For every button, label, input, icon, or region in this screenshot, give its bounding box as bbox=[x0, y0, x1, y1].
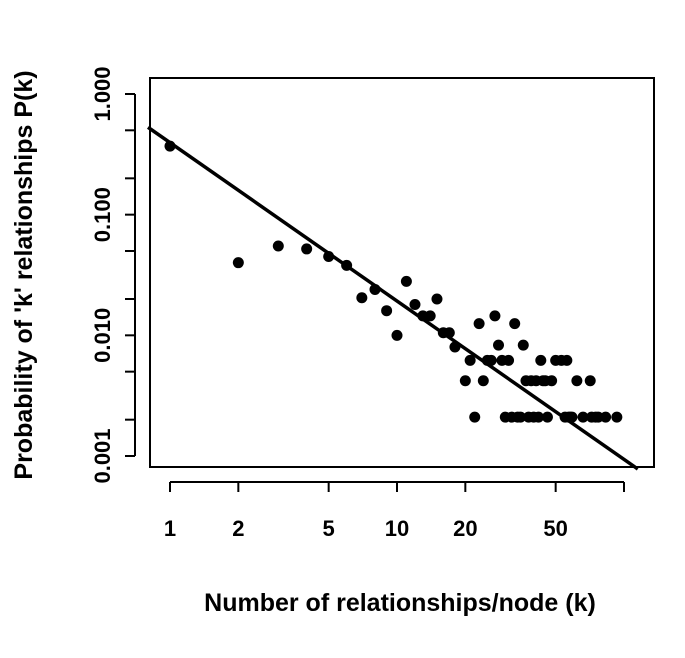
y-tick-label: 0.100 bbox=[90, 187, 115, 242]
y-ticks: 0.001 0.010 0.100 1.000 bbox=[90, 66, 135, 484]
data-point bbox=[546, 375, 558, 387]
x-tick-label: 2 bbox=[232, 516, 244, 541]
x-tick-label: 50 bbox=[543, 516, 567, 541]
data-point bbox=[561, 354, 573, 366]
data-point bbox=[477, 375, 489, 387]
data-point bbox=[566, 411, 578, 423]
data-point bbox=[164, 140, 176, 152]
data-point bbox=[515, 411, 527, 423]
data-point bbox=[272, 240, 284, 252]
data-point bbox=[400, 275, 412, 287]
data-point bbox=[459, 375, 471, 387]
y-tick-label: 0.001 bbox=[90, 428, 115, 483]
data-point bbox=[464, 354, 476, 366]
data-point bbox=[493, 339, 505, 351]
data-point bbox=[473, 318, 485, 330]
fit-line bbox=[147, 125, 639, 471]
data-point bbox=[369, 283, 381, 295]
data-point bbox=[301, 243, 313, 255]
data-point bbox=[509, 318, 521, 330]
data-point bbox=[431, 293, 443, 305]
data-point bbox=[577, 411, 589, 423]
data-point bbox=[443, 327, 455, 339]
x-tick-label: 1 bbox=[164, 516, 176, 541]
data-point bbox=[503, 354, 515, 366]
data-point bbox=[584, 375, 596, 387]
x-ticks: 1 2 5 10 20 50 bbox=[164, 482, 625, 541]
y-tick-label: 1.000 bbox=[90, 66, 115, 121]
y-axis-title: Probability of 'k' relationships P(k) bbox=[10, 70, 38, 479]
data-point bbox=[391, 329, 403, 341]
data-point bbox=[409, 299, 421, 311]
data-point bbox=[323, 251, 335, 263]
data-point bbox=[611, 411, 623, 423]
x-tick-label: 10 bbox=[385, 516, 409, 541]
data-point bbox=[600, 411, 612, 423]
data-point bbox=[535, 354, 547, 366]
data-point bbox=[424, 310, 436, 322]
x-axis-title: Number of relationships/node (k) bbox=[204, 589, 596, 617]
data-point bbox=[541, 411, 553, 423]
data-point bbox=[232, 257, 244, 269]
data-point bbox=[532, 411, 544, 423]
data-point bbox=[489, 310, 501, 322]
y-tick-label: 0.010 bbox=[90, 308, 115, 363]
data-point bbox=[356, 292, 368, 304]
data-point bbox=[517, 339, 529, 351]
data-point bbox=[469, 411, 481, 423]
points-layer bbox=[164, 140, 623, 423]
data-point bbox=[341, 259, 353, 271]
plot-frame bbox=[149, 77, 655, 468]
data-point bbox=[381, 305, 393, 317]
data-point bbox=[571, 375, 583, 387]
x-tick-label: 20 bbox=[453, 516, 477, 541]
data-point bbox=[485, 354, 497, 366]
data-point bbox=[449, 341, 461, 353]
fit-layer bbox=[147, 125, 639, 471]
x-tick-label: 5 bbox=[323, 516, 335, 541]
